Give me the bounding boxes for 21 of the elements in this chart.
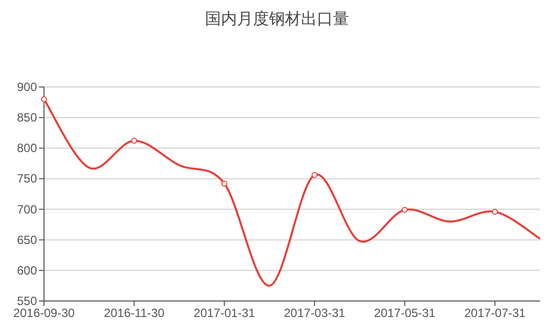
point	[41, 96, 47, 102]
point	[492, 208, 498, 215]
y-tick-label: 650	[16, 232, 38, 247]
point	[312, 172, 318, 178]
point	[402, 206, 408, 213]
x-tick-label: 2017-07-31	[464, 306, 526, 320]
point	[221, 180, 228, 187]
y-tick-label: 900	[16, 80, 38, 94]
point	[131, 138, 138, 144]
x-tick-label: 2016-09-30	[13, 306, 76, 320]
x-tick-label: 2017-05-31	[374, 306, 436, 320]
y-tick-label: 700	[16, 202, 38, 216]
x-tick-label: 2016-11-30	[104, 306, 165, 320]
y-tick-label: 600	[16, 263, 38, 278]
y-tick-label: 850	[16, 110, 38, 125]
x-tick-label: 2017-03-31	[284, 306, 346, 320]
y-tick-label: 550	[16, 294, 38, 308]
chart-title: 国内月度钢材出口量	[205, 10, 349, 28]
y-tick-label: 800	[16, 141, 38, 156]
y-tick-label: 750	[16, 172, 38, 186]
x-tick-label: 2017-01-31	[194, 306, 256, 320]
